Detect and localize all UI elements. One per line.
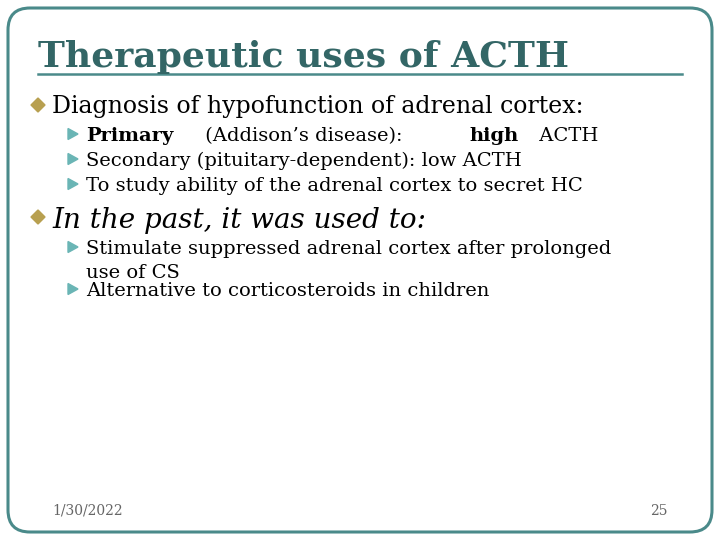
- Text: ACTH: ACTH: [533, 127, 598, 145]
- Text: Alternative to corticosteroids in children: Alternative to corticosteroids in childr…: [86, 282, 490, 300]
- Polygon shape: [68, 129, 78, 139]
- Polygon shape: [68, 284, 78, 294]
- Text: 25: 25: [650, 504, 668, 518]
- Text: Secondary (pituitary-dependent): low ACTH: Secondary (pituitary-dependent): low ACT…: [86, 152, 522, 170]
- Text: Therapeutic uses of ACTH: Therapeutic uses of ACTH: [38, 40, 569, 74]
- Polygon shape: [68, 153, 78, 165]
- FancyBboxPatch shape: [8, 8, 712, 532]
- Text: (Addison’s disease):: (Addison’s disease):: [199, 127, 408, 145]
- Text: high: high: [469, 127, 518, 145]
- Text: Primary: Primary: [86, 127, 174, 145]
- Text: Stimulate suppressed adrenal cortex after prolonged
use of CS: Stimulate suppressed adrenal cortex afte…: [86, 240, 611, 281]
- Polygon shape: [68, 241, 78, 253]
- Text: 1/30/2022: 1/30/2022: [52, 504, 122, 518]
- Text: To study ability of the adrenal cortex to secret HC: To study ability of the adrenal cortex t…: [86, 177, 582, 195]
- Polygon shape: [31, 210, 45, 224]
- Text: In the past, it was used to:: In the past, it was used to:: [52, 207, 426, 234]
- Polygon shape: [31, 98, 45, 112]
- Polygon shape: [68, 179, 78, 190]
- Text: Diagnosis of hypofunction of adrenal cortex:: Diagnosis of hypofunction of adrenal cor…: [52, 95, 583, 118]
